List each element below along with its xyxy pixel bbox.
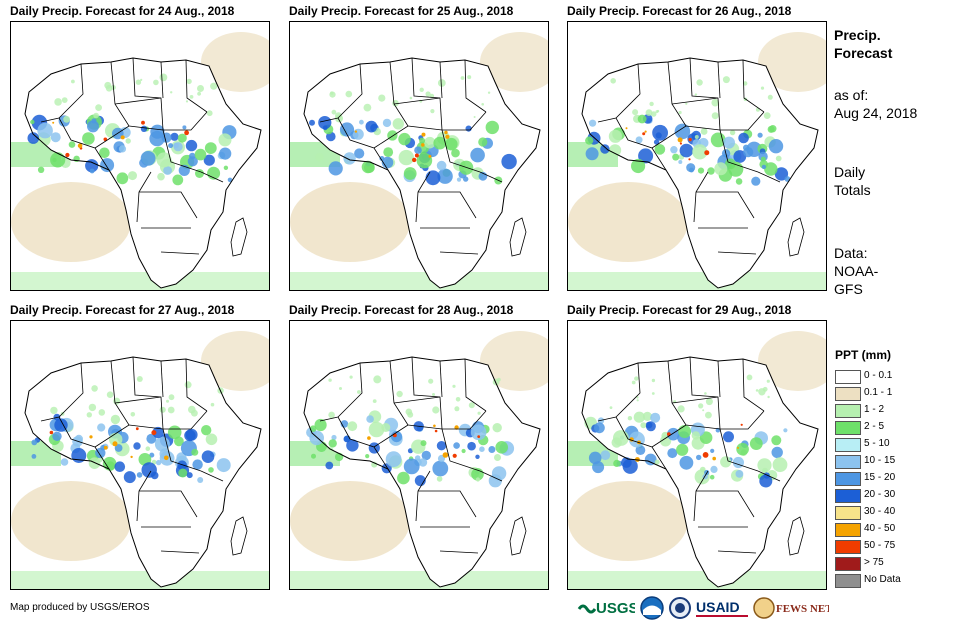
precip-map (567, 21, 827, 291)
africa-precip-map (11, 331, 269, 589)
precip-map (567, 320, 827, 590)
precip-map (10, 21, 270, 291)
legend-label: 30 - 40 (864, 506, 896, 517)
panel-title: Daily Precip. Forecast for 25 Aug., 2018 (289, 4, 514, 18)
legend-swatch (835, 489, 861, 503)
panel-title: Daily Precip. Forecast for 26 Aug., 2018 (567, 4, 792, 18)
legend-swatch (835, 574, 861, 588)
seal-logo (668, 595, 692, 621)
africa-precip-map (11, 32, 269, 290)
legend-swatch (835, 421, 861, 435)
legend-swatch (835, 370, 861, 384)
legend-label: > 75 (864, 557, 884, 568)
as-of-date: as of: Aug 24, 2018 (834, 87, 918, 121)
svg-text:USGS: USGS (596, 600, 635, 617)
africa-precip-map (568, 32, 826, 290)
legend-label: 1 - 2 (864, 404, 885, 415)
panel-title: Daily Precip. Forecast for 28 Aug., 2018 (289, 303, 514, 317)
africa-precip-map (290, 331, 548, 589)
data-source: Data: NOAA- GFS (834, 245, 879, 297)
panel-title: Daily Precip. Forecast for 27 Aug., 2018 (10, 303, 235, 317)
africa-precip-map (290, 32, 548, 290)
legend-label: 40 - 50 (864, 523, 896, 534)
legend-swatch (835, 438, 861, 452)
usaid-logo: USAID (695, 595, 751, 621)
legend-swatch (835, 472, 861, 486)
svg-text:USAID: USAID (696, 599, 740, 615)
legend-label: 0 - 0.1 (864, 370, 893, 381)
precip-map (289, 21, 549, 291)
precip-map (289, 320, 549, 590)
legend-label: 2 - 5 (864, 421, 885, 432)
legend-label: 50 - 75 (864, 540, 896, 551)
legend-swatch (835, 523, 861, 537)
africa-precip-map (568, 331, 826, 589)
fewsnet-logo: FEWS NET (753, 595, 833, 621)
legend-swatch (835, 387, 861, 401)
product-title: Precip. Forecast (834, 27, 893, 61)
svg-text:FEWS NET: FEWS NET (776, 603, 829, 615)
legend-swatch (835, 404, 861, 418)
legend-label: 20 - 30 (864, 489, 896, 500)
legend-swatch (835, 455, 861, 469)
legend-label: No Data (864, 574, 901, 585)
legend-label: 15 - 20 (864, 472, 896, 483)
usgs-logo: USGS (577, 595, 639, 621)
noaa-logo (639, 595, 665, 621)
legend-title: PPT (mm) (835, 348, 892, 362)
legend-swatch (835, 506, 861, 520)
legend-label: 10 - 15 (864, 455, 896, 466)
legend-label: 0.1 - 1 (864, 387, 893, 398)
totals-note: Daily Totals (834, 164, 871, 198)
legend-swatch (835, 557, 861, 571)
precip-map (10, 320, 270, 590)
panel-title: Daily Precip. Forecast for 24 Aug., 2018 (10, 4, 235, 18)
legend-swatch (835, 540, 861, 554)
panel-title: Daily Precip. Forecast for 29 Aug., 2018 (567, 303, 792, 317)
map-credit: Map produced by USGS/EROS (10, 602, 150, 613)
legend-label: 5 - 10 (864, 438, 890, 449)
